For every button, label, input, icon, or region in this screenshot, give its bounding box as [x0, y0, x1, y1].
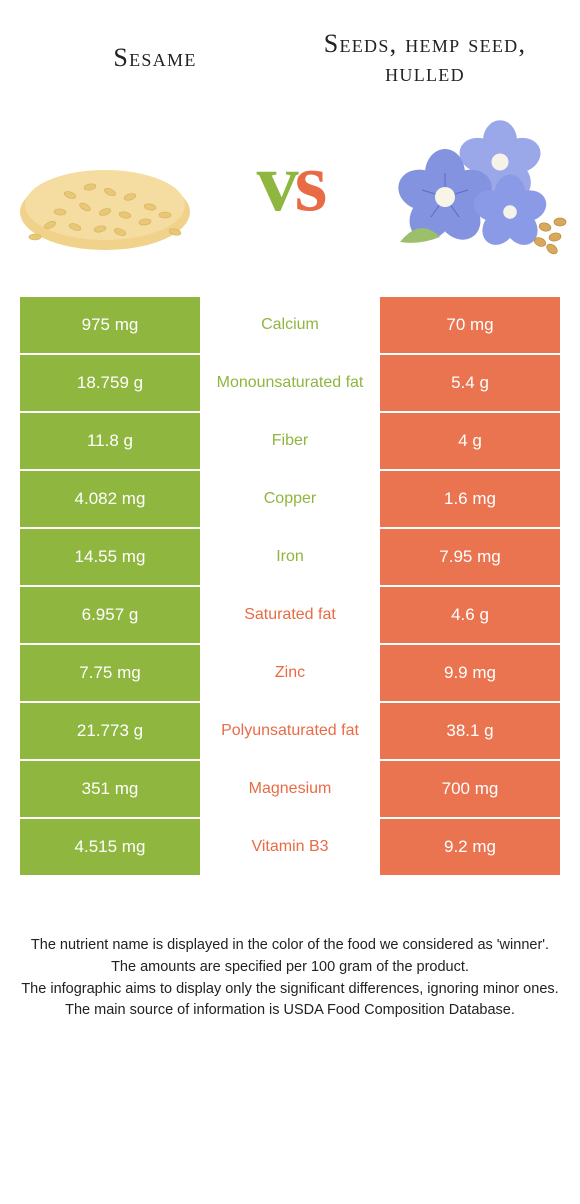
- right-value: 700 mg: [380, 761, 560, 817]
- left-value: 4.515 mg: [20, 819, 200, 875]
- right-value: 4 g: [380, 413, 560, 469]
- right-value: 1.6 mg: [380, 471, 560, 527]
- left-value: 7.75 mg: [20, 645, 200, 701]
- left-value: 4.082 mg: [20, 471, 200, 527]
- right-value: 5.4 g: [380, 355, 560, 411]
- vs-v: v: [257, 136, 295, 229]
- left-value: 975 mg: [20, 297, 200, 353]
- right-food-title: Seeds, hemp seed, hulled: [290, 30, 560, 87]
- left-value: 18.759 g: [20, 355, 200, 411]
- footer-line-2: The amounts are specified per 100 gram o…: [20, 957, 560, 979]
- right-value: 38.1 g: [380, 703, 560, 759]
- left-value: 14.55 mg: [20, 529, 200, 585]
- footer-line-3: The infographic aims to display only the…: [20, 979, 560, 1001]
- table-row: 7.75 mgZinc9.9 mg: [20, 645, 560, 701]
- nutrient-label: Vitamin B3: [200, 819, 380, 875]
- table-row: 4.515 mgVitamin B39.2 mg: [20, 819, 560, 875]
- visual-row: vs: [0, 97, 580, 297]
- left-value: 351 mg: [20, 761, 200, 817]
- footer-line-4: The main source of information is USDA F…: [20, 1000, 560, 1022]
- right-value: 4.6 g: [380, 587, 560, 643]
- table-row: 14.55 mgIron7.95 mg: [20, 529, 560, 585]
- table-row: 18.759 gMonounsaturated fat5.4 g: [20, 355, 560, 411]
- hemp-image: [380, 107, 570, 257]
- nutrient-table: 975 mgCalcium70 mg18.759 gMonounsaturate…: [20, 297, 560, 875]
- right-value: 9.9 mg: [380, 645, 560, 701]
- vs-label: vs: [257, 134, 324, 231]
- comparison-infographic: Sesame Seeds, hemp seed, hulled: [0, 0, 580, 1022]
- footer-line-1: The nutrient name is displayed in the co…: [20, 935, 560, 957]
- right-value: 9.2 mg: [380, 819, 560, 875]
- nutrient-label: Monounsaturated fat: [200, 355, 380, 411]
- sesame-image: [10, 107, 200, 257]
- table-row: 351 mgMagnesium700 mg: [20, 761, 560, 817]
- table-row: 975 mgCalcium70 mg: [20, 297, 560, 353]
- nutrient-label: Iron: [200, 529, 380, 585]
- table-row: 4.082 mgCopper1.6 mg: [20, 471, 560, 527]
- table-row: 11.8 gFiber4 g: [20, 413, 560, 469]
- nutrient-label: Calcium: [200, 297, 380, 353]
- right-value: 7.95 mg: [380, 529, 560, 585]
- nutrient-label: Polyunsaturated fat: [200, 703, 380, 759]
- nutrient-label: Saturated fat: [200, 587, 380, 643]
- nutrient-label: Zinc: [200, 645, 380, 701]
- header: Sesame Seeds, hemp seed, hulled: [0, 0, 580, 97]
- footer-notes: The nutrient name is displayed in the co…: [20, 935, 560, 1022]
- left-value: 6.957 g: [20, 587, 200, 643]
- nutrient-label: Fiber: [200, 413, 380, 469]
- left-value: 11.8 g: [20, 413, 200, 469]
- nutrient-label: Copper: [200, 471, 380, 527]
- nutrient-label: Magnesium: [200, 761, 380, 817]
- vs-s: s: [295, 136, 324, 229]
- left-value: 21.773 g: [20, 703, 200, 759]
- right-value: 70 mg: [380, 297, 560, 353]
- table-row: 21.773 gPolyunsaturated fat38.1 g: [20, 703, 560, 759]
- left-food-title: Sesame: [20, 44, 290, 73]
- table-row: 6.957 gSaturated fat4.6 g: [20, 587, 560, 643]
